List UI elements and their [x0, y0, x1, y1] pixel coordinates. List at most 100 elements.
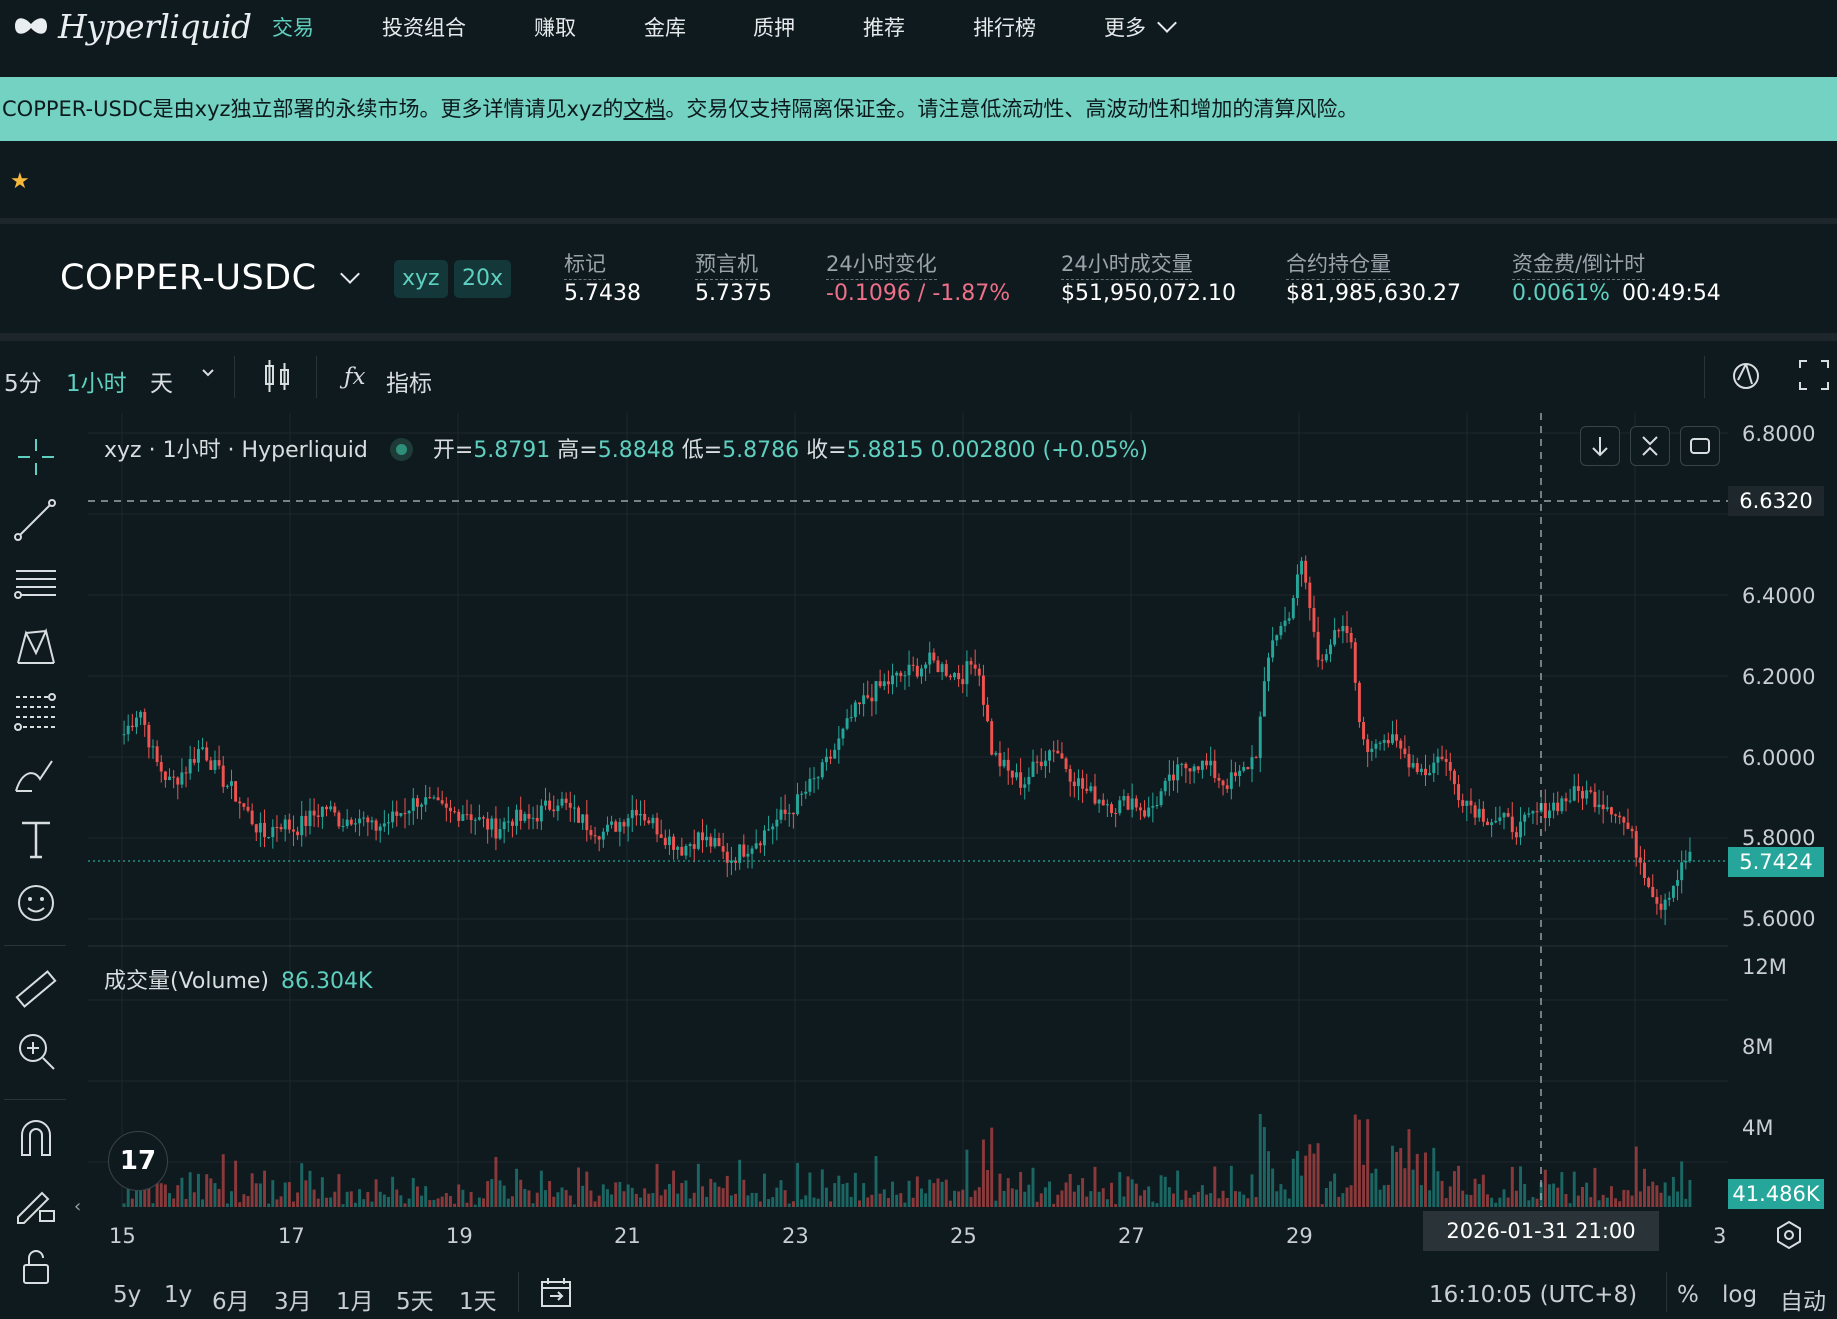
volume-bar	[337, 1174, 341, 1207]
crosshair-icon[interactable]	[12, 433, 60, 481]
candle-body	[192, 759, 196, 763]
range-5y[interactable]: 5y	[113, 1282, 142, 1308]
nav-item-trade[interactable]: 交易	[272, 16, 314, 40]
candle-body	[378, 826, 382, 831]
range-1m[interactable]: 1月	[336, 1289, 374, 1315]
volume-bar	[510, 1196, 514, 1207]
volume-bar	[477, 1197, 481, 1207]
candle-body	[1543, 803, 1547, 819]
candle-body	[659, 834, 663, 838]
unlock-icon[interactable]	[12, 1243, 60, 1291]
candle-body	[209, 760, 213, 770]
nav-item-leaderboard[interactable]: 排行榜	[973, 16, 1036, 40]
nav-item-staking[interactable]: 质押	[753, 16, 795, 40]
horizontal-lines-icon[interactable]	[12, 559, 60, 607]
volume-bar	[320, 1177, 324, 1207]
candle-body	[1039, 761, 1043, 767]
range-6m[interactable]: 6月	[212, 1289, 250, 1315]
candle-body	[1126, 796, 1130, 810]
candle-body	[1370, 748, 1374, 752]
candle-body	[1184, 763, 1188, 769]
candle-body	[1043, 760, 1047, 767]
tradingview-logo-icon[interactable]: 17	[108, 1131, 168, 1191]
snapshot-icon[interactable]	[1730, 358, 1764, 400]
range-3m[interactable]: 3月	[274, 1289, 312, 1315]
range-1d[interactable]: 1天	[459, 1289, 497, 1315]
collapse-button[interactable]	[1630, 426, 1670, 466]
brush-icon[interactable]	[12, 751, 60, 799]
nav-item-more[interactable]: 更多	[1104, 12, 1177, 42]
trend-line-icon[interactable]	[12, 495, 60, 543]
ruler-icon[interactable]	[12, 965, 60, 1013]
candle-body	[643, 813, 647, 821]
volume-bar	[841, 1183, 845, 1207]
zoom-in-icon[interactable]	[12, 1027, 60, 1075]
interval-1d[interactable]: 天	[150, 371, 173, 397]
high-value: 5.8848	[597, 438, 675, 463]
volume-bar	[527, 1190, 531, 1207]
volume-bar	[1233, 1191, 1237, 1207]
banner-docs-link[interactable]: 文档	[623, 97, 666, 121]
interval-5m[interactable]: 5分	[4, 371, 42, 397]
nav-item-vaults[interactable]: 金库	[644, 16, 686, 40]
x-tick: 3	[1713, 1224, 1727, 1248]
candle-body	[1068, 768, 1072, 782]
volume-bar	[1667, 1195, 1671, 1207]
auto-scale-toggle[interactable]: 自动	[1780, 1289, 1826, 1315]
goto-date-icon[interactable]	[538, 1276, 574, 1316]
interval-1h[interactable]: 1小时	[66, 371, 127, 397]
lock-drawing-icon[interactable]	[12, 1179, 60, 1227]
text-icon[interactable]	[12, 815, 60, 863]
volume-bar	[1486, 1194, 1489, 1207]
fib-retracement-icon[interactable]	[12, 687, 60, 735]
emoji-icon[interactable]	[12, 879, 60, 927]
candle-body	[1345, 625, 1349, 634]
clock-timezone[interactable]: 16:10:05 (UTC+8)	[1429, 1282, 1638, 1308]
nav-item-earn[interactable]: 赚取	[534, 16, 576, 40]
log-toggle[interactable]: log	[1722, 1282, 1758, 1308]
settings-icon[interactable]	[1774, 1220, 1804, 1254]
candle-body	[1564, 798, 1568, 802]
maximize-button[interactable]	[1680, 426, 1720, 466]
volume-bar	[1324, 1188, 1328, 1207]
candle-body	[312, 810, 316, 816]
function-icon[interactable]: ƒx	[344, 364, 366, 390]
volume-bar	[1432, 1147, 1436, 1207]
collapse-toolbar-icon[interactable]: ‹	[74, 1196, 82, 1217]
volume-bar	[1651, 1181, 1655, 1207]
nav-item-referrals[interactable]: 推荐	[863, 16, 905, 40]
volume-bar	[1490, 1197, 1494, 1207]
candle-body	[1200, 760, 1204, 770]
volume-bar	[742, 1179, 746, 1207]
volume-bar	[915, 1176, 919, 1207]
magnet-icon[interactable]	[12, 1115, 60, 1163]
brand-logo[interactable]: Hyperliquid	[12, 6, 252, 46]
volume-bar	[1060, 1190, 1064, 1207]
candle-body	[680, 846, 684, 856]
market-symbol[interactable]: COPPER-USDC	[60, 258, 317, 298]
volume-bar	[1122, 1196, 1126, 1207]
candle-body	[1614, 814, 1618, 816]
volume-bar	[663, 1189, 667, 1207]
price-chart[interactable]	[88, 413, 1728, 1207]
nav-item-portfolio[interactable]: 投资组合	[382, 16, 466, 40]
volume-bar	[130, 1198, 134, 1207]
range-1y[interactable]: 1y	[164, 1282, 193, 1308]
candle-type-icon[interactable]	[262, 358, 292, 400]
interval-menu-icon[interactable]	[200, 360, 216, 386]
candle-body	[1531, 811, 1535, 814]
percent-toggle[interactable]: %	[1677, 1282, 1699, 1308]
candle-body	[1684, 861, 1688, 863]
indicators-button[interactable]: 指标	[386, 371, 432, 397]
crosshair-time-tag: 2026-01-31 21:00	[1423, 1211, 1659, 1251]
volume-bar	[1304, 1155, 1308, 1207]
fullscreen-icon[interactable]	[1798, 358, 1830, 398]
candle-body	[308, 810, 312, 826]
star-icon[interactable]: ★	[10, 169, 30, 194]
pattern-icon[interactable]	[12, 623, 60, 671]
range-5d[interactable]: 5天	[396, 1289, 434, 1315]
scroll-down-button[interactable]	[1580, 426, 1620, 466]
funding-label: 资金费/倒计时	[1512, 248, 1646, 280]
candle-body	[1386, 740, 1390, 744]
candle-body	[1659, 903, 1663, 910]
